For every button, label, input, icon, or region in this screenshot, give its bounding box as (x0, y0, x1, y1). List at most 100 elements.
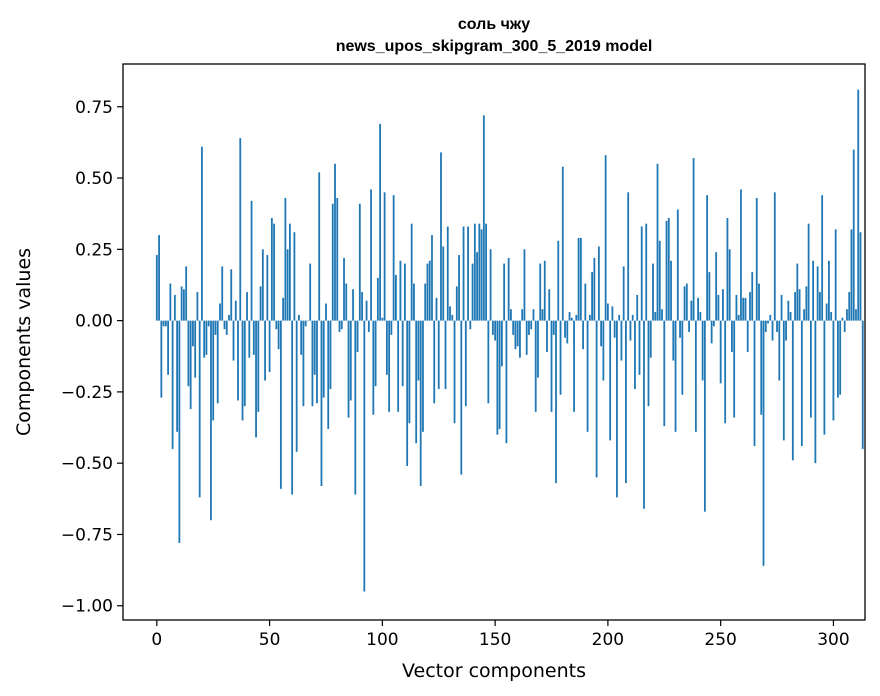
bar (674, 320, 677, 432)
bar (857, 89, 860, 321)
chart-subtitle: news_upos_skipgram_300_5_2019 model (336, 38, 653, 55)
bar (609, 320, 612, 441)
bar (537, 320, 539, 378)
bar (832, 320, 835, 421)
bar (733, 320, 736, 418)
bar (182, 289, 185, 321)
bar (406, 320, 409, 467)
bar (485, 223, 487, 321)
bar (361, 292, 363, 321)
bar (381, 317, 384, 321)
bar (155, 255, 158, 321)
bar (613, 320, 616, 338)
bar (760, 320, 763, 415)
bar (670, 260, 672, 321)
bar (228, 314, 230, 321)
bar (365, 300, 368, 321)
bar (667, 217, 670, 321)
bar (773, 192, 776, 321)
bar (471, 263, 474, 321)
bar (417, 320, 420, 381)
bar (855, 309, 857, 321)
bar (787, 300, 790, 321)
bar (173, 294, 176, 321)
bar (512, 320, 515, 335)
bar (379, 123, 381, 321)
bar (685, 283, 688, 321)
bar (243, 320, 246, 407)
bar (769, 314, 772, 321)
bar (261, 249, 264, 321)
bar (210, 320, 212, 521)
bar (219, 303, 221, 321)
bar (413, 283, 415, 321)
bar (703, 320, 706, 512)
bar (340, 320, 343, 330)
bar (850, 229, 853, 321)
bar (440, 152, 442, 321)
chart-title: соль чжу (458, 16, 530, 33)
bar (550, 320, 553, 412)
bar (376, 277, 379, 321)
bar (311, 320, 314, 407)
bar (616, 320, 618, 498)
bar (690, 300, 693, 321)
bar (404, 263, 406, 321)
bar (805, 286, 808, 321)
bar (798, 289, 801, 321)
bar (753, 320, 756, 447)
bar (270, 217, 273, 321)
bar (634, 320, 636, 390)
bar (322, 320, 325, 398)
bar (171, 320, 174, 449)
bar (295, 320, 298, 452)
bar (286, 249, 289, 321)
bar (672, 320, 675, 361)
plot-frame (122, 63, 866, 621)
bar (803, 309, 805, 321)
bar (717, 294, 720, 321)
bar (776, 320, 778, 333)
x-tick-label: 100 (366, 630, 398, 650)
bar (593, 257, 596, 321)
bar (352, 289, 354, 321)
bar (559, 320, 562, 395)
bar (516, 320, 519, 347)
bar (749, 292, 751, 321)
bar (525, 320, 528, 355)
bar (356, 320, 359, 352)
bar (694, 320, 697, 432)
bar (636, 294, 639, 321)
bar (528, 320, 530, 335)
bar (449, 306, 451, 321)
bar (794, 292, 796, 321)
bar (480, 229, 483, 321)
bar (503, 263, 506, 321)
bar (343, 257, 345, 321)
bar (325, 303, 327, 321)
bar (491, 320, 494, 335)
bar (758, 283, 760, 321)
bar (782, 320, 785, 441)
bar (437, 320, 440, 390)
bar (237, 320, 239, 401)
y-tick-label: −0.50 (61, 454, 113, 474)
bar (239, 138, 242, 321)
bar (273, 223, 275, 321)
bar (284, 198, 287, 321)
bar (658, 240, 661, 321)
bar (521, 309, 524, 321)
bar (688, 320, 690, 333)
bar (473, 223, 476, 321)
bar (828, 260, 830, 321)
bar (489, 249, 492, 321)
bar (611, 306, 614, 321)
bar (719, 320, 722, 384)
bar (331, 203, 334, 321)
bar (318, 172, 321, 321)
y-tick-label: −0.75 (61, 525, 113, 545)
bar (543, 260, 546, 321)
bar (861, 320, 864, 449)
bar (839, 320, 842, 395)
bar (334, 163, 336, 321)
